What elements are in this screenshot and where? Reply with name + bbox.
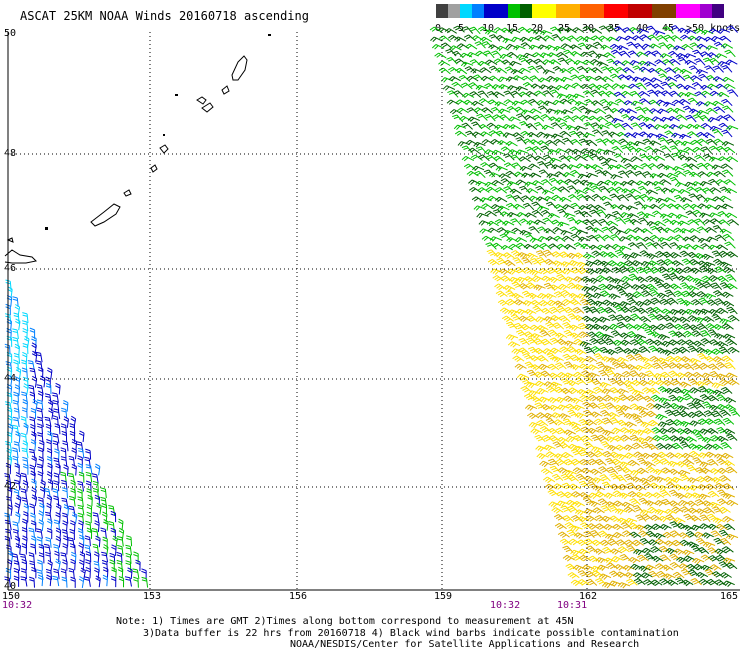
legend-label: >50 knots xyxy=(686,23,740,34)
legend-swatch xyxy=(448,4,460,18)
coastline-dots xyxy=(45,34,271,230)
coastline-kuril-islands xyxy=(4,55,248,264)
legend-swatch xyxy=(460,4,472,18)
lon-label: 156 xyxy=(289,591,308,602)
legend-label: 35 xyxy=(608,23,621,34)
legend-swatch xyxy=(676,4,700,18)
legend-swatch xyxy=(484,4,508,18)
legend-swatch xyxy=(712,4,724,18)
left-swath-barbs xyxy=(4,279,149,588)
lat-label: 48 xyxy=(4,148,16,159)
note-line-2: 3)Data buffer is 22 hrs from 20160718 4)… xyxy=(143,628,679,639)
legend-swatch xyxy=(700,4,712,18)
legend-label: 40 xyxy=(636,23,649,34)
legend-swatch xyxy=(472,4,484,18)
legend-swatch xyxy=(628,4,652,18)
legend-label: 10 xyxy=(482,23,495,34)
legend-swatch xyxy=(580,4,604,18)
legend-label: 15 xyxy=(506,23,519,34)
swath-time: 10:31 xyxy=(557,600,588,611)
lat-label: 42 xyxy=(4,481,16,492)
lat-label: 44 xyxy=(4,373,16,384)
lon-label: 159 xyxy=(434,591,453,602)
lon-label: 162 xyxy=(579,591,598,602)
lat-label: 46 xyxy=(4,263,16,274)
note-line-1: Note: 1) Times are GMT 2)Times along bot… xyxy=(116,616,574,627)
legend-swatch xyxy=(520,4,532,18)
right-swath-barbs xyxy=(429,25,740,589)
legend-label: 0 xyxy=(435,23,442,34)
swath-time: 10:32 xyxy=(490,600,521,611)
lon-label: 150 xyxy=(2,591,21,602)
legend-swatch xyxy=(604,4,628,18)
lon-label: 153 xyxy=(143,591,162,602)
swath-time: 10:32 xyxy=(2,600,33,611)
map-frame xyxy=(7,32,740,591)
legend-swatch xyxy=(556,4,580,18)
map-title: ASCAT 25KM NOAA Winds 20160718 ascending xyxy=(20,9,309,23)
legend-swatch xyxy=(532,4,556,18)
legend-swatch xyxy=(436,4,448,18)
lon-label: 165 xyxy=(720,591,739,602)
legend-swatch xyxy=(508,4,520,18)
note-line-3: NOAA/NESDIS/Center for Satellite Applica… xyxy=(290,639,640,650)
grid-lines xyxy=(8,32,740,590)
lat-label: 50 xyxy=(4,28,16,39)
legend-swatch xyxy=(652,4,676,18)
legend-label: 20 xyxy=(531,23,544,34)
lat-label: 40 xyxy=(4,581,16,592)
